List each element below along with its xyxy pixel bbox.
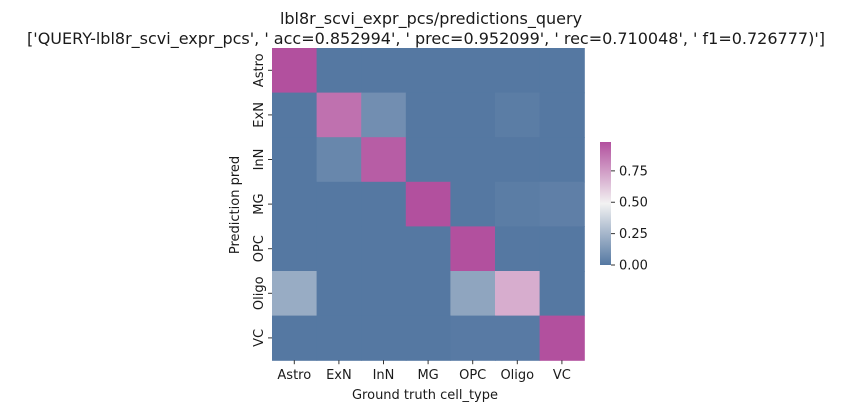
heatmap-cell (361, 92, 407, 138)
heatmap-cell (272, 137, 318, 183)
colorbar-ticks: 0.00 0.25 0.50 0.75 (611, 164, 648, 274)
x-axis-label: Ground truth cell_type (352, 388, 498, 403)
heatmap-cell (450, 226, 496, 272)
heatmap-cell (405, 181, 451, 227)
heatmap-cell (316, 271, 362, 317)
heatmap-cell (450, 92, 496, 138)
y-tick-label: Astro (252, 53, 267, 87)
y-tick-label: OPC (252, 235, 267, 262)
heatmap-cell (405, 226, 451, 272)
heatmap-cell (361, 271, 407, 317)
heatmap-cell (316, 226, 362, 272)
colorbar-tick-label: 0.25 (619, 227, 648, 242)
heatmap-cell (361, 137, 407, 183)
heatmap-cell (316, 181, 362, 227)
heatmap-cell (361, 315, 407, 361)
heatmap-cell (495, 315, 541, 361)
heatmap-cell (405, 271, 451, 317)
chart-title: lbl8r_scvi_expr_pcs/predictions_query (280, 9, 582, 29)
heatmap-cell (450, 181, 496, 227)
y-axis-ticks: Astro ExN InN MG OPC Oligo VC (252, 53, 272, 347)
colorbar-tick-label: 0.75 (619, 164, 648, 179)
heatmap-cell (361, 226, 407, 272)
y-tick-label: InN (252, 149, 267, 171)
chart-subtitle: ['QUERY-lbl8r_scvi_expr_pcs', ' acc=0.85… (27, 29, 825, 49)
heatmap-cell (495, 226, 541, 272)
heatmap-cell (450, 137, 496, 183)
heatmap-cell (495, 181, 541, 227)
heatmap-cell (272, 315, 318, 361)
y-axis-label: Prediction pred (228, 156, 243, 254)
heatmap-cell (539, 137, 585, 183)
x-tick-label: InN (373, 368, 395, 383)
heatmap-cell (539, 315, 585, 361)
y-tick-label: ExN (252, 102, 267, 128)
x-tick-label: Astro (277, 368, 311, 383)
heatmap-cell (361, 181, 407, 227)
heatmap-cell (272, 181, 318, 227)
y-tick-label: Oligo (252, 276, 267, 310)
heatmap-cell (272, 226, 318, 272)
heatmap-cell (539, 181, 585, 227)
heatmap-cell (405, 92, 451, 138)
heatmap-cell (316, 48, 362, 94)
heatmap-cell (405, 48, 451, 94)
x-tick-label: OPC (459, 368, 486, 383)
x-tick-label: VC (553, 368, 571, 383)
heatmap-cell (450, 48, 496, 94)
x-tick-label: MG (417, 368, 438, 383)
heatmap-cell (405, 315, 451, 361)
heatmap-cell (272, 92, 318, 138)
heatmap-cell (539, 226, 585, 272)
y-tick-label: MG (252, 193, 267, 214)
heatmap-cells (272, 48, 585, 361)
heatmap-cell (495, 137, 541, 183)
heatmap-cell (495, 92, 541, 138)
heatmap-cell (316, 315, 362, 361)
heatmap-cell (495, 48, 541, 94)
x-axis-ticks: Astro ExN InN MG OPC Oligo VC (277, 360, 571, 383)
heatmap-cell (539, 92, 585, 138)
heatmap-cell (405, 137, 451, 183)
heatmap-cell (450, 315, 496, 361)
heatmap-cell (495, 271, 541, 317)
heatmap-cell (539, 271, 585, 317)
colorbar-tick-label: 0.50 (619, 196, 648, 211)
x-tick-label: Oligo (500, 368, 534, 383)
heatmap-cell (272, 271, 318, 317)
x-tick-label: ExN (326, 368, 352, 383)
heatmap-cell (361, 48, 407, 94)
heatmap-cell (539, 48, 585, 94)
heatmap-cell (316, 92, 362, 138)
y-tick-label: VC (252, 329, 267, 347)
heatmap-cell (272, 48, 318, 94)
heatmap-cell (450, 271, 496, 317)
heatmap-cell (316, 137, 362, 183)
colorbar-tick-label: 0.00 (619, 259, 648, 274)
colorbar (600, 142, 611, 265)
